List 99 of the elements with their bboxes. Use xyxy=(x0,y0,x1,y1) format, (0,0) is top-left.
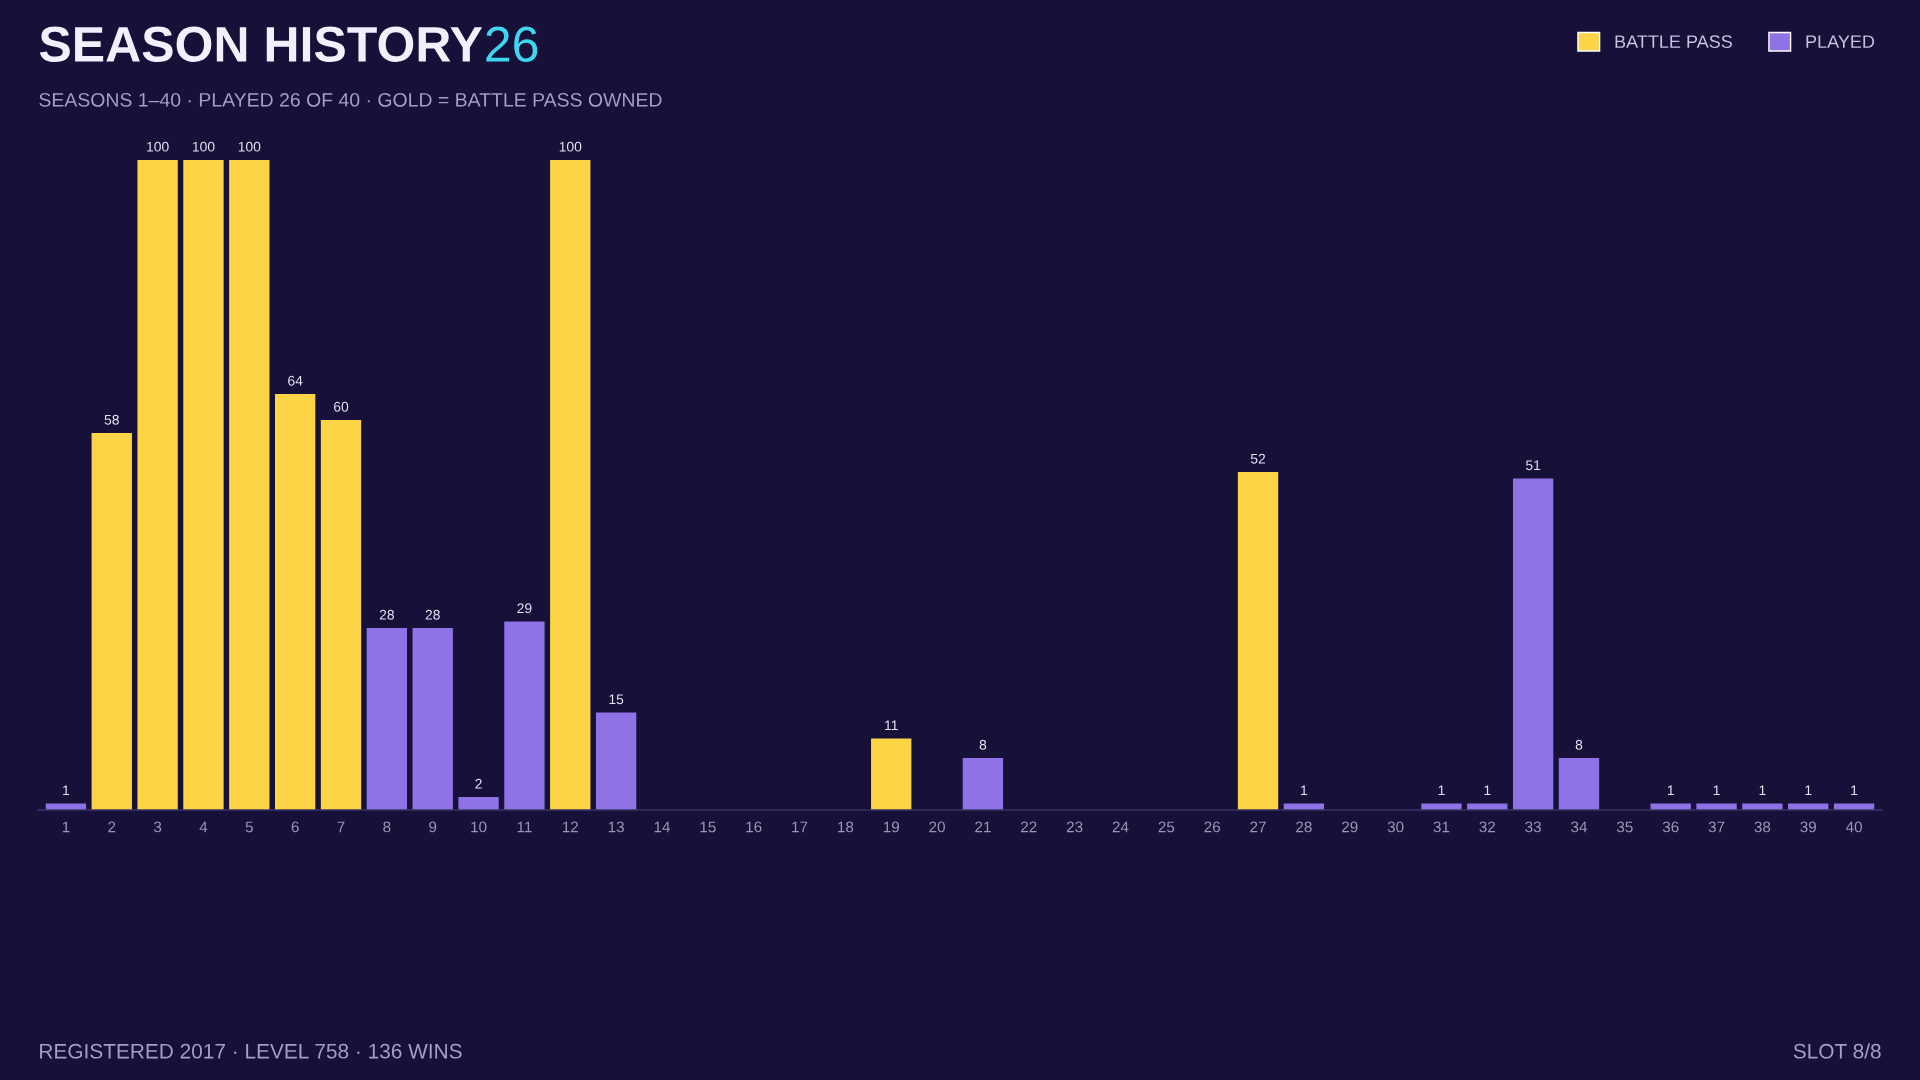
data-label: 1 xyxy=(1484,785,1491,796)
bar xyxy=(45,803,87,810)
data-label: 52 xyxy=(1250,453,1266,464)
data-label: 2 xyxy=(475,778,482,789)
x-tick-label: 40 xyxy=(1845,821,1862,833)
bar xyxy=(1283,803,1325,810)
data-label: 60 xyxy=(334,401,349,412)
x-tick-label: 2 xyxy=(108,821,116,833)
text: REGISTERED 2017 · LEVEL 758 · 136 WINS xyxy=(40,1043,462,1059)
chart-title: SEASON HISTORY xyxy=(39,26,483,63)
bar xyxy=(183,159,224,810)
bar xyxy=(1558,757,1600,810)
bar xyxy=(871,738,912,810)
data-label: 100 xyxy=(192,141,215,152)
x-tick-label: 37 xyxy=(1708,821,1725,833)
bar xyxy=(962,757,1004,810)
bar xyxy=(458,797,499,810)
x-tick-label: 32 xyxy=(1479,821,1496,833)
x-tick-label: 11 xyxy=(517,821,532,833)
x-tick-label: 26 xyxy=(1204,821,1221,833)
data-label: 1 xyxy=(1667,785,1674,796)
bar xyxy=(412,627,453,810)
x-tick-label: 9 xyxy=(429,821,437,833)
data-label: 64 xyxy=(288,375,303,386)
x-tick-label: 15 xyxy=(700,821,716,833)
text: 26 xyxy=(486,26,538,63)
data-label: 8 xyxy=(1575,739,1583,750)
data-label: 58 xyxy=(104,414,119,425)
x-tick-label: 5 xyxy=(245,821,253,833)
x-tick-label: 38 xyxy=(1754,821,1771,833)
x-tick-label: 31 xyxy=(1433,821,1450,833)
data-label: 1 xyxy=(1438,785,1445,796)
x-tick-label: 21 xyxy=(975,821,991,833)
data-label: 11 xyxy=(885,720,898,731)
x-tick-label: 17 xyxy=(792,821,808,833)
x-tick-label: 18 xyxy=(838,821,854,833)
data-label: 1 xyxy=(1759,785,1766,796)
x-tick-label: 3 xyxy=(153,821,162,833)
bar xyxy=(1650,803,1691,810)
text: SLOT 8/8 xyxy=(1793,1043,1881,1059)
x-tick-label: 14 xyxy=(654,821,671,833)
x-tick-label: 16 xyxy=(746,821,762,833)
bar xyxy=(91,432,132,810)
x-tick-label: 25 xyxy=(1158,821,1175,833)
legend-label: BATTLE PASS xyxy=(1615,35,1732,48)
x-tick-label: 19 xyxy=(883,821,899,833)
data-label: 1 xyxy=(1851,785,1858,796)
data-label: 1 xyxy=(1713,785,1720,796)
bar xyxy=(1467,803,1508,810)
bar xyxy=(229,159,270,810)
x-tick-label: 29 xyxy=(1342,821,1358,833)
data-label: 1 xyxy=(1805,785,1812,796)
bar xyxy=(366,627,408,810)
data-label: 29 xyxy=(517,603,532,614)
bar xyxy=(1696,803,1737,810)
bar xyxy=(137,159,178,810)
bar xyxy=(1742,803,1783,810)
x-tick-label: 13 xyxy=(608,821,624,833)
bar xyxy=(274,393,316,810)
x-tick-label: 12 xyxy=(562,821,578,833)
bar xyxy=(1421,803,1462,810)
bar xyxy=(504,621,545,810)
x-tick-label: 27 xyxy=(1250,821,1266,833)
x-tick-label: 35 xyxy=(1616,821,1633,833)
x-tick-label: 22 xyxy=(1021,821,1037,833)
legend-label: PLAYED xyxy=(1806,35,1875,48)
chart-subtitle: SEASONS 1–40 · PLAYED 26 OF 40 · GOLD = BATTLE PASS OWNED xyxy=(39,92,662,107)
bar xyxy=(1833,803,1875,810)
data-label: 15 xyxy=(609,694,624,705)
x-tick-label: 30 xyxy=(1387,821,1404,833)
x-tick-label: 39 xyxy=(1800,821,1817,833)
x-tick-label: 23 xyxy=(1066,821,1083,833)
x-tick-label: 10 xyxy=(471,821,487,833)
data-label: 28 xyxy=(379,609,394,620)
x-tick-label: 20 xyxy=(929,821,945,833)
bar xyxy=(595,712,637,810)
data-label: 1 xyxy=(1301,785,1308,796)
data-label: 28 xyxy=(425,609,440,620)
x-tick-label: 24 xyxy=(1112,821,1129,833)
data-label: 8 xyxy=(979,739,987,750)
data-label: 100 xyxy=(559,141,582,152)
data-label: 100 xyxy=(147,141,169,152)
bar xyxy=(320,419,362,810)
x-tick-label: 7 xyxy=(337,821,345,833)
bar xyxy=(1237,471,1279,810)
x-tick-label: 8 xyxy=(383,821,391,833)
x-tick-label: 36 xyxy=(1662,821,1679,833)
data-label: 1 xyxy=(63,785,70,796)
data-label: 51 xyxy=(1525,460,1541,471)
bar xyxy=(1512,478,1554,810)
x-tick-label: 1 xyxy=(62,821,70,833)
x-tick-label: 34 xyxy=(1571,821,1588,833)
x-tick-label: 6 xyxy=(291,821,299,833)
x-tick-label: 33 xyxy=(1525,821,1541,833)
bar xyxy=(1788,803,1829,810)
x-tick-label: 4 xyxy=(199,821,208,833)
bar xyxy=(550,159,591,810)
x-tick-label: 28 xyxy=(1296,821,1312,833)
data-label: 100 xyxy=(238,141,261,152)
